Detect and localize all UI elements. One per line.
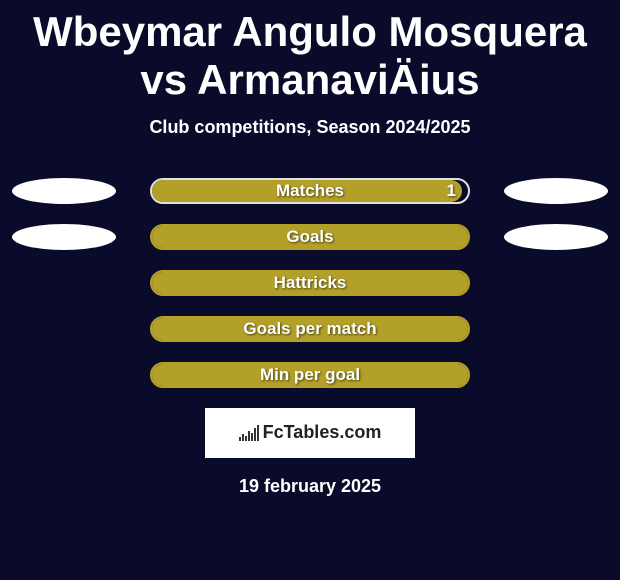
left-ellipse	[12, 224, 116, 250]
left-ellipse	[12, 178, 116, 204]
right-ellipse	[504, 178, 608, 204]
stat-label: Min per goal	[152, 364, 468, 386]
logo-text: FcTables.com	[263, 422, 382, 443]
subtitle: Club competitions, Season 2024/2025	[0, 117, 620, 138]
stat-row: Matches1	[0, 178, 620, 204]
stat-bar: Min per goal	[150, 362, 470, 388]
stats-rows: Matches1 Goals Hattricks Goals per match Min…	[0, 178, 620, 388]
page-title: Wbeymar Angulo Mosquera vs ArmanaviÄius	[0, 0, 620, 105]
stat-value-right: 1	[447, 180, 456, 202]
logo-box: FcTables.com	[205, 408, 415, 458]
stat-label: Goals per match	[152, 318, 468, 340]
stat-row: Goals	[0, 224, 620, 250]
stat-bar: Goals per match	[150, 316, 470, 342]
right-ellipse	[504, 224, 608, 250]
stat-label: Matches	[152, 180, 468, 202]
stat-bar: Matches1	[150, 178, 470, 204]
stat-label: Goals	[152, 226, 468, 248]
stat-row: Hattricks	[0, 270, 620, 296]
stat-row: Goals per match	[0, 316, 620, 342]
date-text: 19 february 2025	[0, 476, 620, 497]
stat-label: Hattricks	[152, 272, 468, 294]
chart-icon	[239, 425, 259, 441]
stat-row: Min per goal	[0, 362, 620, 388]
stat-bar: Goals	[150, 224, 470, 250]
stat-bar: Hattricks	[150, 270, 470, 296]
